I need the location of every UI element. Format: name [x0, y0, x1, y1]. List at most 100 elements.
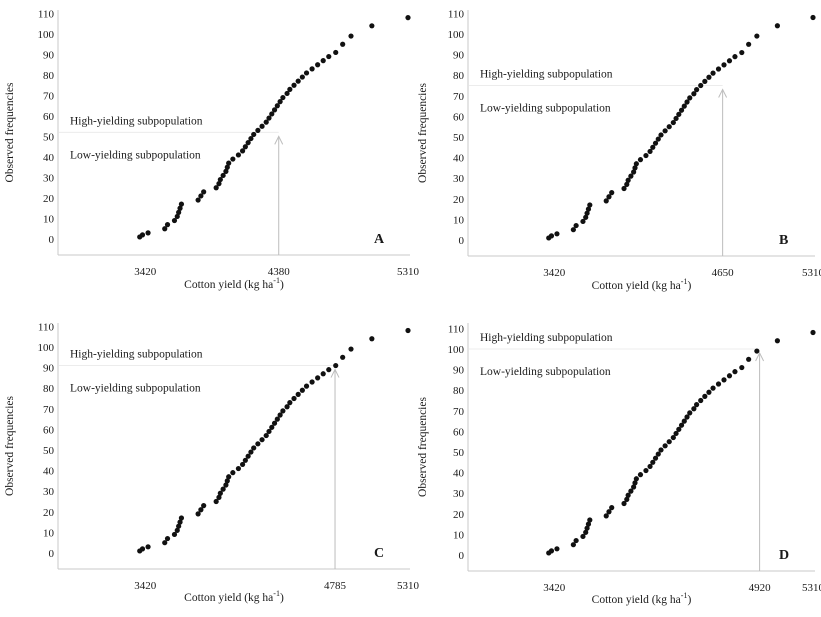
data-point [774, 338, 780, 344]
panel-d: 0 10 20 30 40 50 60 70 80 90 100 110 3420 4920 5310 Obs… [417, 323, 821, 606]
data-point [171, 217, 178, 224]
y-tick-label: 70 [43, 404, 55, 416]
y-tick-label: 50 [453, 132, 465, 144]
data-point [223, 168, 229, 174]
data-point [662, 443, 668, 449]
data-point [580, 533, 586, 540]
y-tick-label: 10 [43, 214, 55, 226]
y-tick-label: 80 [453, 385, 465, 397]
data-point [274, 103, 280, 109]
y-tick-label: 40 [453, 153, 465, 165]
x-tick-label: 5310 [802, 582, 821, 594]
data-point [145, 230, 151, 236]
data-point [584, 210, 590, 216]
data-point [251, 131, 257, 138]
y-tick-label: 80 [43, 70, 55, 82]
data-point [230, 156, 236, 162]
threshold-arrowhead [718, 88, 728, 98]
high-yielding-label: High-yielding subpopulation [70, 349, 203, 361]
data-point [177, 519, 183, 525]
data-point [676, 426, 682, 432]
data-point [269, 111, 275, 117]
data-point [739, 364, 745, 371]
data-point [295, 78, 301, 84]
data-point [666, 439, 672, 445]
data-point [739, 49, 745, 56]
data-point [340, 41, 346, 47]
data-point [145, 544, 151, 550]
data-point [176, 523, 182, 529]
data-point [287, 400, 293, 406]
data-point [624, 181, 630, 187]
y-tick-label: 10 [43, 527, 55, 539]
data-point [633, 476, 639, 482]
data-point [647, 463, 653, 470]
data-point [662, 128, 668, 134]
data-point [235, 465, 242, 472]
data-point [691, 91, 697, 97]
data-point [673, 115, 679, 122]
y-tick-label: 100 [38, 29, 55, 41]
data-point [269, 424, 275, 430]
data-point [637, 472, 644, 478]
y-tick-label: 90 [43, 50, 55, 62]
data-point [139, 232, 146, 238]
high-yielding-label: High-yielding subpopulation [480, 332, 613, 344]
data-point [224, 478, 230, 484]
data-point [631, 484, 637, 490]
data-point [810, 14, 816, 21]
data-point [655, 136, 661, 142]
y-tick-label: 40 [43, 466, 55, 478]
high-yielding-label: High-yielding subpopulation [70, 115, 203, 127]
y-tick-label: 90 [43, 363, 55, 375]
data-point [174, 213, 180, 220]
data-point [315, 62, 321, 68]
data-point [195, 197, 201, 203]
y-tick-label: 110 [448, 8, 465, 20]
data-point [303, 383, 310, 389]
data-point [369, 336, 375, 342]
y-tick-label: 0 [459, 235, 465, 247]
data-point [198, 193, 204, 199]
data-point [621, 500, 627, 507]
threshold-arrowhead [755, 351, 765, 362]
y-tick-label: 0 [49, 548, 55, 560]
data-point [271, 107, 278, 113]
low-yielding-label: Low-yielding subpopulation [70, 383, 201, 395]
y-tick-label: 80 [43, 383, 55, 395]
y-tick-label: 70 [453, 406, 465, 418]
data-point [687, 410, 693, 416]
x-tick-label: 3420 [134, 266, 157, 278]
data-point [235, 152, 242, 158]
data-point [684, 414, 690, 420]
y-axis-title: Observed frequencies [417, 83, 429, 183]
data-point [721, 377, 727, 383]
data-point [650, 459, 656, 465]
data-point [239, 461, 246, 468]
data-point [224, 164, 230, 170]
data-point [710, 385, 716, 391]
x-tick-label: 4380 [268, 266, 291, 278]
threshold-arrowhead [274, 135, 284, 145]
data-point [164, 222, 171, 228]
data-point [643, 152, 649, 159]
y-tick-label: 60 [43, 424, 55, 436]
y-tick-label: 20 [453, 194, 465, 206]
data-point [162, 226, 168, 232]
data-point [606, 194, 612, 200]
data-point [223, 482, 229, 488]
data-point [573, 222, 579, 229]
data-point [652, 455, 659, 461]
x-axis-title: Cotton yield (kg ha-1) [592, 277, 692, 292]
data-point [242, 144, 248, 150]
data-point [287, 86, 293, 92]
data-point [676, 111, 682, 117]
data-point [650, 144, 656, 150]
data-point [687, 95, 693, 101]
data-point [721, 62, 727, 68]
data-point [176, 209, 182, 215]
x-tick-label: 3420 [543, 582, 566, 594]
data-point [670, 119, 676, 126]
data-point [583, 529, 589, 535]
y-tick-label: 100 [448, 344, 465, 356]
